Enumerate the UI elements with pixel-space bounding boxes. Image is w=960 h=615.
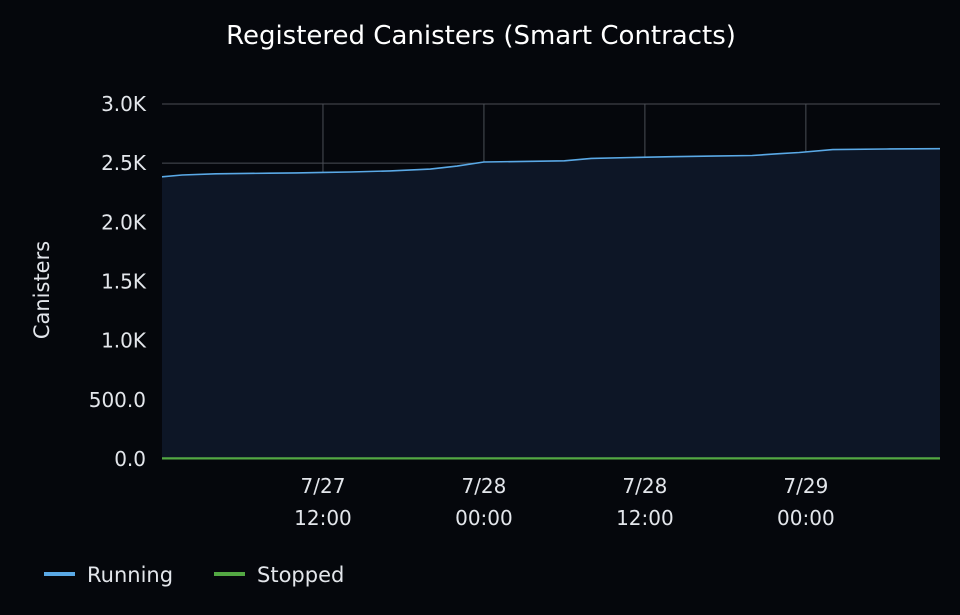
y-tick-label: 1.5K	[101, 270, 147, 294]
series-line-running	[161, 147, 941, 178]
legend-label-running: Running	[87, 563, 173, 587]
legend-swatch-running	[44, 572, 75, 576]
y-axis-label: Canisters	[30, 241, 54, 339]
x-tick-label-time: 00:00	[777, 506, 835, 530]
x-tick-label-time: 00:00	[455, 506, 513, 530]
y-tick-label: 1.0K	[101, 329, 147, 353]
chart-title: Registered Canisters (Smart Contracts)	[226, 21, 736, 51]
y-tick-label: 500.0	[89, 388, 146, 412]
x-tick-label-date: 7/29	[783, 474, 828, 498]
legend-swatch-stopped	[214, 572, 245, 576]
plot-area: 0.0 500.0 1.0K 1.5K 2.0K 2.5K 3.0K 7/27 12:00 7/2…	[89, 92, 941, 530]
legend: Running Stopped	[44, 563, 344, 587]
x-tick-label-date: 7/27	[301, 474, 346, 498]
x-tick-label-date: 7/28	[461, 474, 506, 498]
x-tick-label-time: 12:00	[294, 506, 352, 530]
y-tick-label: 2.0K	[101, 210, 147, 234]
y-tick-label: 3.0K	[101, 92, 147, 116]
x-tick-label-time: 12:00	[616, 506, 674, 530]
series-area-running	[162, 148, 940, 459]
y-tick-label: 0.0	[114, 447, 146, 471]
x-tick-label-date: 7/28	[622, 474, 667, 498]
y-tick-label: 2.5K	[101, 151, 147, 175]
legend-label-stopped: Stopped	[257, 563, 344, 587]
